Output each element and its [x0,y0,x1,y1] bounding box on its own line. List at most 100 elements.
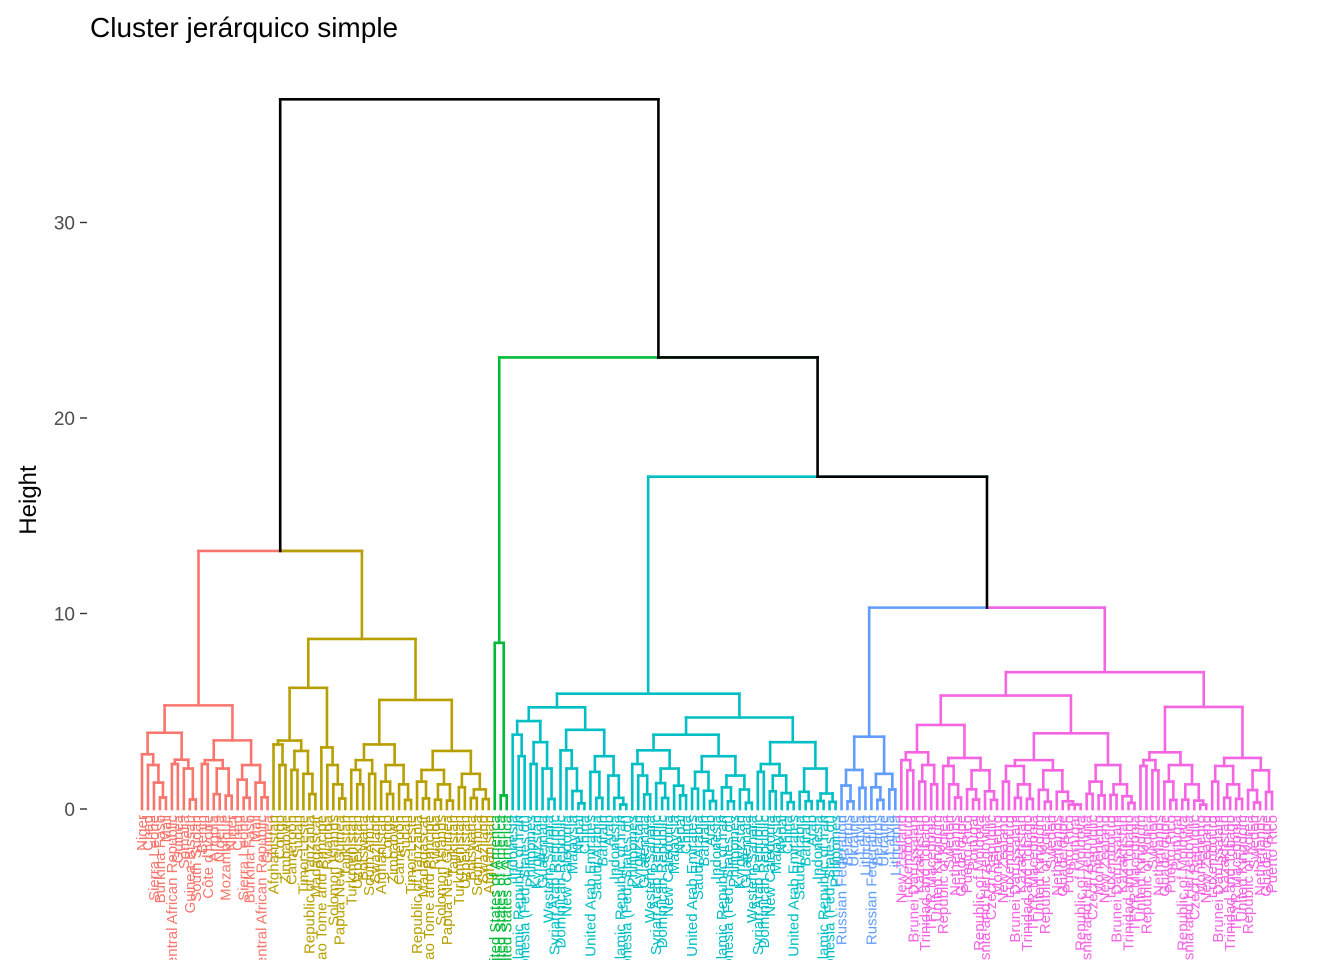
leaf-label: Swaziland [367,815,384,883]
leaf-label: Dominican Republic [553,815,570,949]
leaf-label: Syrian Arab Republic [547,815,564,956]
leaf-label: Congo [272,815,289,859]
leaf-label: Lithuania [887,814,904,876]
leaf-label: Tajikistan [337,815,354,877]
leaf-label: Republic of Tanzania [409,814,426,954]
leaf-label: Russian Federation [834,815,851,945]
leaf-label: Saudi Arabia [588,814,605,900]
leaf-label: Kyrgyzstan [630,815,647,889]
leaf-label: Niger [134,815,151,851]
leaf-label: Sierra Leone [146,815,163,901]
leaf-label: Montenegro [989,815,1006,895]
leaf-label: Netherlands [1049,815,1066,896]
leaf-label: Kazakhstan [1013,815,1030,893]
leaf-label: Afghanistan [266,815,283,894]
leaf-label: Congo [379,815,396,859]
leaf-label: Nepal [570,815,587,854]
leaf-label: Guinea-Bissau [182,815,199,913]
leaf-label: Latvia [851,814,868,855]
dendrogram-branches [140,98,1274,811]
leaf-label: Luxembourg [1204,815,1221,898]
chart-title: Cluster jerárquico simple [90,12,399,43]
leaf-label: Guinea [170,814,187,863]
leaf-label: Guatemala [535,814,552,888]
leaf-label: Sweden [1043,815,1060,869]
leaf-label: Nigeria [212,814,229,862]
leaf-label: Trinidad and Tobago [1222,815,1239,951]
leaf-label: Côte d'Ivoire [200,815,217,899]
leaf-label: Republic of Korea [935,814,952,934]
leaf-label: TFYR Macedonia [1126,814,1143,931]
leaf-label: Solomon Islands [433,815,450,926]
leaf-label: Brunei Darussalam [1210,815,1227,943]
leaf-label: Puerto Rico [1061,815,1078,893]
leaf-label: Ukraine [845,815,862,867]
leaf-label: United Arab Emirates [786,815,803,957]
leaf-label: New Caledonia [762,814,779,916]
leaf-label: Arab [804,815,821,847]
leaf-label: Papua New Guinea [331,814,348,945]
leaf-label: New Zealand [1097,815,1114,903]
leaf-label: Botswana [463,814,480,881]
leaf-label: Trinidad and Tobago [1121,815,1138,951]
leaf-label: Puerto Rico [1162,815,1179,893]
leaf-label: Bosnia and Herzegovina [1079,814,1096,960]
y-tick-label: 10 [54,605,75,626]
leaf-label: Czech Republic [1085,815,1102,921]
leaf-label: Zimbabwe [385,815,402,884]
leaf-label: Burkina Faso [152,815,169,903]
leaf-label: Sudan [289,815,306,858]
leaf-label: Kazakhstan [911,815,928,893]
leaf-label: Bahrain [798,815,815,867]
leaf-label: Guadeloupe [953,815,970,897]
leaf-label: Bosnia and Herzegovina [977,814,994,960]
leaf-label: Luxembourg [1001,815,1018,898]
leaf-label: TFYR Macedonia [1025,814,1042,931]
leaf-label: China [780,814,797,854]
leaf-label: Botswana [355,814,372,881]
leaf-label: United Kingdom [1234,815,1251,922]
leaf-label: Sao Tome and Principe [421,815,438,960]
leaf-label: Indonesia [505,814,522,880]
leaf-label: Puerto Rico [959,815,976,893]
y-axis: 0 10 20 30 [54,214,87,821]
leaf-label: Sudan [397,815,414,858]
leaf-label: China [678,814,695,854]
leaf-label: Sierra Leone [236,815,253,901]
leaf-label: Trinidad and Tobago [1019,815,1036,951]
leaf-label: Czech Republic [1186,815,1203,921]
leaf-label: Republic of Tanzania [301,814,318,954]
leaf-label: Micronesia (Fed. States of) [618,815,635,960]
leaf-label: Portugal [1067,815,1084,871]
leaf-label: Western Sahara [642,814,659,923]
y-tick-label: 0 [64,800,75,821]
leaf-label: Saudi Arabia [690,814,707,900]
y-axis-title: Height [15,465,42,535]
leaf-label: Montenegro [1091,815,1108,895]
leaf-label: New Zealand [1198,815,1215,903]
leaf-label: New Caledonia [558,814,575,916]
leaf-label: Swaziland [475,815,492,883]
leaf-label: Arab [702,815,719,847]
leaf-label: Netherlands [1150,815,1167,896]
leaf-label: Burkina Faso [242,815,259,903]
leaf-label: Ukraine [875,815,892,867]
leaf-label: Brunei Darussalam [905,815,922,943]
leaf-label: United Arab Emirates [582,815,599,957]
leaf-label: United Arab Emirates [684,815,701,957]
leaf-label: China [576,814,593,854]
leaf-label: Sao Tome and Principe [313,815,330,960]
leaf-label: Nepal [672,815,689,854]
leaf-label: Afghanistan [373,815,390,894]
leaf-label: Sweden [941,815,958,869]
leaf-label: Republic of Moldova [971,814,988,951]
leaf-label: Czech Republic [983,815,1000,921]
leaf-label: New Caledonia [660,814,677,916]
leaf-label: Luxembourg [1103,815,1120,898]
leaf-label: Brunei Darussalam [1109,815,1126,943]
leaf-label: Chad [230,815,247,851]
leaf-label: South Africa [361,814,378,896]
leaf-label: Guinea [260,814,277,863]
leaf-label: Zimbabwe [277,815,294,884]
